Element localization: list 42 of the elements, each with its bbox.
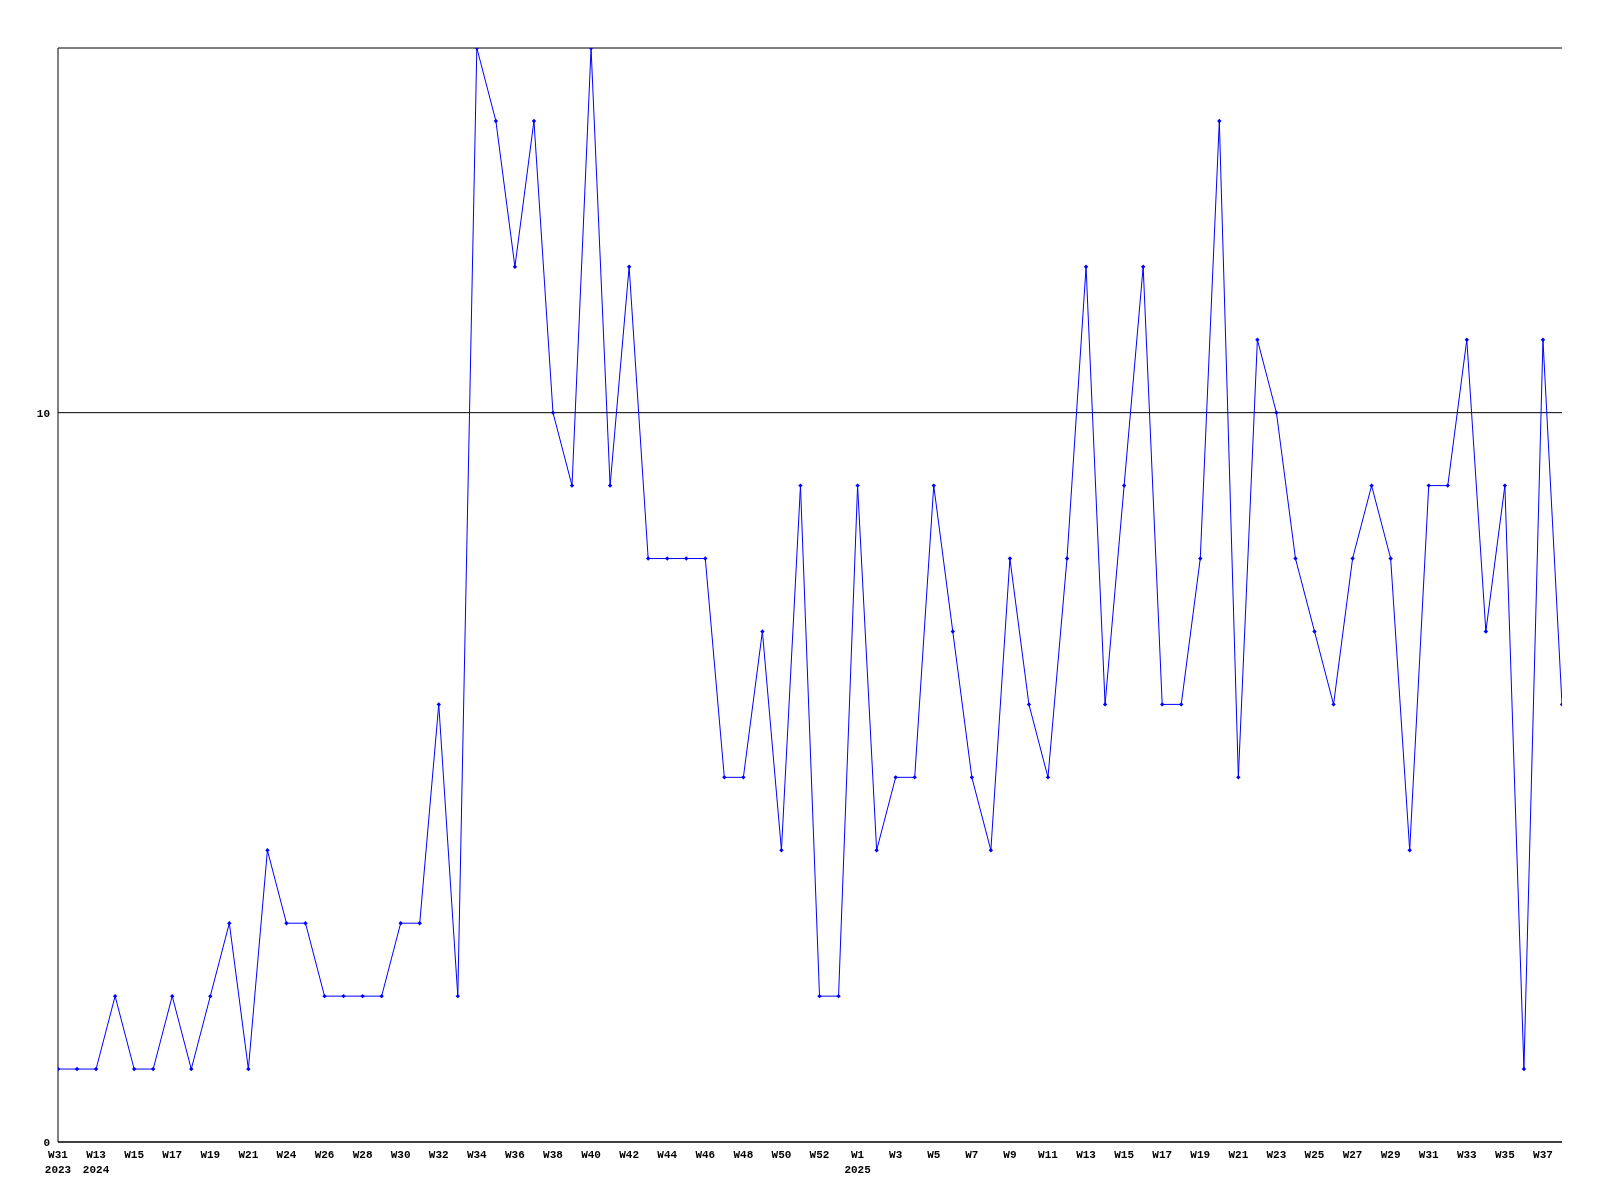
x-tick-label: W50 (771, 1149, 792, 1161)
x-tick-label: W3 (889, 1149, 903, 1161)
y-tick-label: 0 (43, 1136, 50, 1149)
x-tick-label: W40 (581, 1149, 601, 1161)
x-tick-label: W36 (505, 1149, 525, 1161)
x-tick-label: W15 (124, 1149, 145, 1161)
x-tick-label: W44 (657, 1149, 678, 1161)
x-tick-label: W13 2024 (82, 1149, 110, 1176)
x-tick-label: W46 (695, 1149, 716, 1161)
x-tick-label: W21 (238, 1149, 259, 1161)
x-tick-label: W48 (733, 1149, 754, 1161)
x-tick-label: W32 (428, 1149, 449, 1161)
x-tick-label: W25 (1304, 1149, 1325, 1161)
x-tick-label: W26 (314, 1149, 335, 1161)
x-tick-label: W30 (390, 1149, 411, 1161)
x-tick-label: W24 (276, 1149, 297, 1161)
x-tick-label: W52 (809, 1149, 830, 1161)
x-tick-label: W34 (466, 1149, 488, 1161)
x-tick-label: W28 (352, 1149, 373, 1161)
x-tick-label: W19 (200, 1149, 221, 1161)
x-tick-label: W17 (162, 1149, 183, 1161)
x-tick-label: W15 (1114, 1149, 1135, 1161)
x-tick-label: W13 (1076, 1149, 1097, 1161)
x-tick-label: W31 2023 (44, 1149, 72, 1176)
x-tick-label: W35 (1494, 1149, 1516, 1161)
x-tick-label: W1 2025 (844, 1149, 872, 1176)
x-tick-label: W42 (619, 1149, 640, 1161)
x-tick-label: W31 (1418, 1149, 1440, 1161)
x-tick-label: W29 (1380, 1149, 1401, 1161)
x-tick-label: W9 (1003, 1149, 1017, 1161)
x-tick-label: W37 (1533, 1149, 1553, 1161)
x-tick-label: W21 (1228, 1149, 1249, 1161)
x-tick-label: W5 (927, 1149, 941, 1161)
x-tick-label: W27 (1342, 1149, 1363, 1161)
x-tick-label: W38 (543, 1149, 564, 1161)
x-tick-label: W17 (1152, 1149, 1173, 1161)
x-tick-label: W7 (965, 1149, 979, 1161)
y-tick-label: 10 (36, 407, 50, 420)
x-tick-label: W23 (1266, 1149, 1287, 1161)
x-tick-label: W11 (1038, 1149, 1059, 1161)
x-tick-label: W33 (1456, 1149, 1478, 1161)
x-tick-label: W19 (1190, 1149, 1211, 1161)
